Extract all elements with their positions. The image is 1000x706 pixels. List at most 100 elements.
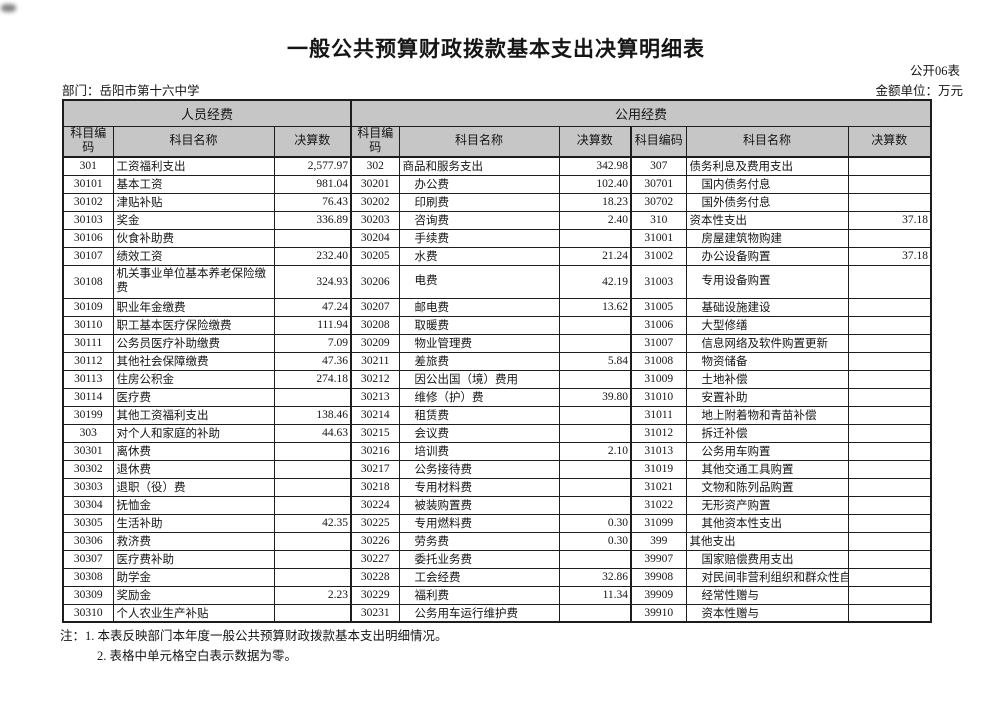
value-cell: 42.19 — [558, 264, 632, 299]
subject-code-cell: 31007 — [630, 333, 687, 353]
subject-code-cell: 30208 — [350, 315, 400, 335]
table-row: 30113 住房公积金 274.18 30212 因公出国（境）费用 31009 土地补偿 — [62, 369, 932, 389]
table-row: 30110 职工基本医疗保险缴费 111.94 30208 取暖费 31006 大型修缮 — [62, 315, 932, 335]
value-cell: 342.98 — [558, 156, 632, 176]
subject-name-cell: 国内债务付息 — [685, 174, 849, 194]
table-row: 30109 职业年金缴费 47.24 30207 邮电费 13.62 31005 基础设施建设 — [62, 297, 932, 317]
subject-code-cell: 31013 — [630, 441, 687, 461]
subject-name-cell: 其他工资福利支出 — [112, 405, 275, 425]
subject-name-cell: 公务员医疗补助缴费 — [112, 333, 275, 353]
subject-code-cell: 31001 — [630, 228, 687, 248]
subject-name-cell: 福利费 — [398, 585, 560, 605]
subject-code-cell: 30206 — [350, 264, 400, 299]
subject-name-cell: 维修（护）费 — [398, 387, 560, 407]
subject-name-cell: 手续费 — [398, 228, 560, 248]
col-header-name-2: 科目名称 — [398, 125, 560, 158]
value-cell — [847, 495, 932, 515]
subject-code-cell: 39910 — [630, 603, 687, 623]
subject-code-cell: 30304 — [62, 495, 114, 515]
subject-name-cell: 国家赔偿费用支出 — [685, 549, 849, 569]
subject-code-cell: 30212 — [350, 369, 400, 389]
subject-name-cell: 绩效工资 — [112, 246, 275, 266]
subject-name-cell: 地上附着物和青苗补偿 — [685, 405, 849, 425]
col-header-name-3: 科目名称 — [685, 125, 849, 158]
column-header-row: 科目编码 科目名称 决算数 科目编码 科目名称 决算数 科目编码 科目名称 决算… — [62, 125, 932, 158]
value-cell: 111.94 — [273, 315, 352, 335]
col-header-code-2: 科目编码 — [350, 125, 400, 158]
subject-code-cell: 30216 — [350, 441, 400, 461]
subject-code-cell: 30306 — [62, 531, 114, 551]
value-cell — [558, 228, 632, 248]
subject-name-cell: 安置补助 — [685, 387, 849, 407]
subject-name-cell: 被装购置费 — [398, 495, 560, 515]
scan-artifact — [1, 4, 16, 12]
subject-name-cell: 债务利息及费用支出 — [685, 156, 849, 176]
subject-name-cell: 对个人和家庭的补助 — [112, 423, 275, 443]
department-label: 部门：岳阳市第十六中学 — [62, 84, 200, 98]
subject-name-cell: 委托业务费 — [398, 549, 560, 569]
subject-code-cell: 30102 — [62, 192, 114, 212]
value-cell — [847, 513, 932, 533]
subject-name-cell: 其他社会保障缴费 — [112, 351, 275, 371]
subject-code-cell: 30214 — [350, 405, 400, 425]
subject-name-cell: 其他资本性支出 — [685, 513, 849, 533]
col-header-value-1: 决算数 — [273, 125, 352, 158]
subject-name-cell: 咨询费 — [398, 210, 560, 230]
subject-code-cell: 30110 — [62, 315, 114, 335]
subject-name-cell: 奖励金 — [112, 585, 275, 605]
subject-name-cell: 物业管理费 — [398, 333, 560, 353]
subject-code-cell: 30107 — [62, 246, 114, 266]
value-cell — [273, 228, 352, 248]
value-cell — [558, 603, 632, 623]
subject-code-cell: 30213 — [350, 387, 400, 407]
subject-name-cell: 租赁费 — [398, 405, 560, 425]
table-row: 30302 退休费 30217 公务接待费 31019 其他交通工具购置 — [62, 459, 932, 479]
subject-name-cell: 退休费 — [112, 459, 275, 479]
value-cell — [273, 459, 352, 479]
subject-name-cell: 奖金 — [112, 210, 275, 230]
subject-code-cell: 310 — [630, 210, 687, 230]
subject-code-cell: 30111 — [62, 333, 114, 353]
value-cell: 2.10 — [558, 441, 632, 461]
subject-name-cell: 公务用车运行维护费 — [398, 603, 560, 623]
subject-name-cell: 劳务费 — [398, 531, 560, 551]
value-cell: 44.63 — [273, 423, 352, 443]
table-row: 30305 生活补助 42.35 30225 专用燃料费 0.30 31099 其他资本性支出 — [62, 513, 932, 533]
subject-name-cell: 工资福利支出 — [112, 156, 275, 176]
subject-code-cell: 30227 — [350, 549, 400, 569]
value-cell: 2.23 — [273, 585, 352, 605]
col-header-code-1: 科目编码 — [62, 125, 114, 158]
subject-code-cell: 30103 — [62, 210, 114, 230]
subject-name-cell: 基础设施建设 — [685, 297, 849, 317]
subject-code-cell: 303 — [62, 423, 114, 443]
subject-code-cell: 30702 — [630, 192, 687, 212]
value-cell — [847, 297, 932, 317]
subject-code-cell: 30301 — [62, 441, 114, 461]
value-cell: 47.36 — [273, 351, 352, 371]
subject-code-cell: 30113 — [62, 369, 114, 389]
subject-code-cell: 30199 — [62, 405, 114, 425]
value-cell — [273, 495, 352, 515]
subject-code-cell: 30305 — [62, 513, 114, 533]
subject-code-cell: 31011 — [630, 405, 687, 425]
subject-name-cell: 资本性赠与 — [685, 603, 849, 623]
subject-code-cell: 30207 — [350, 297, 400, 317]
subject-code-cell: 31021 — [630, 477, 687, 497]
value-cell — [847, 585, 932, 605]
subject-name-cell: 物资储备 — [685, 351, 849, 371]
col-header-code-3: 科目编码 — [630, 125, 687, 158]
subject-code-cell: 30228 — [350, 567, 400, 587]
table-row: 30301 离休费 30216 培训费 2.10 31013 公务用车购置 — [62, 441, 932, 461]
subject-code-cell: 31002 — [630, 246, 687, 266]
subject-code-cell: 30231 — [350, 603, 400, 623]
table-row: 30102 津贴补贴 76.43 30202 印刷费 18.23 30702 国外债务付息 — [62, 192, 932, 212]
value-cell: 76.43 — [273, 192, 352, 212]
value-cell — [847, 315, 932, 335]
note-line-1: 注：1. 本表反映部门本年度一般公共预算财政拨款基本支出明细情况。 — [60, 629, 448, 643]
subject-code-cell: 30108 — [62, 264, 114, 299]
value-cell — [558, 405, 632, 425]
subject-name-cell: 房屋建筑物购建 — [685, 228, 849, 248]
subject-code-cell: 31010 — [630, 387, 687, 407]
value-cell — [847, 567, 932, 587]
subject-name-cell: 信息网络及软件购置更新 — [685, 333, 849, 353]
